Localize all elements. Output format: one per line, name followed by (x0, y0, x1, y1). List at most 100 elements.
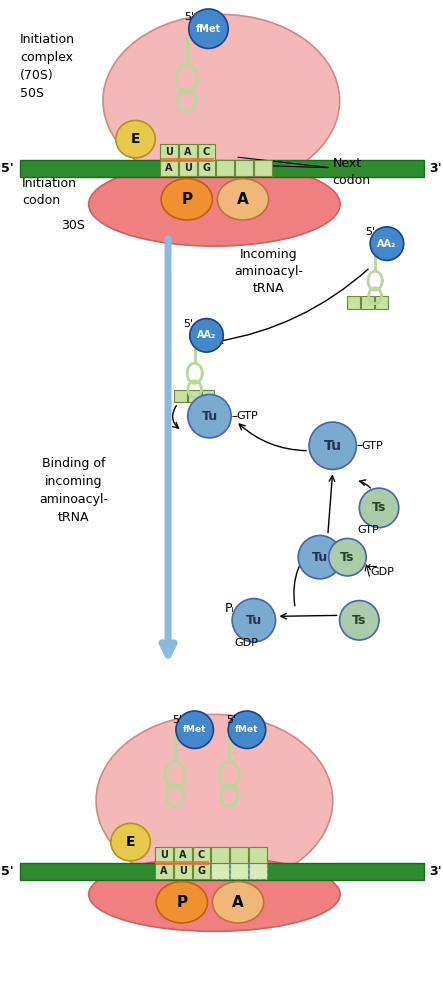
FancyBboxPatch shape (188, 390, 201, 402)
Text: A: A (184, 147, 191, 157)
Circle shape (370, 227, 404, 260)
Text: fMet: fMet (196, 24, 221, 34)
Text: GTP: GTP (361, 441, 383, 451)
FancyBboxPatch shape (249, 847, 267, 863)
FancyBboxPatch shape (254, 160, 272, 176)
FancyBboxPatch shape (20, 863, 424, 880)
FancyBboxPatch shape (179, 144, 197, 160)
FancyBboxPatch shape (249, 863, 267, 879)
Ellipse shape (161, 179, 212, 220)
FancyBboxPatch shape (155, 863, 173, 879)
FancyBboxPatch shape (347, 296, 360, 309)
Text: ←: ← (366, 561, 377, 574)
FancyBboxPatch shape (361, 296, 374, 309)
Text: Ts: Ts (340, 551, 355, 564)
Text: Ts: Ts (352, 614, 366, 627)
Text: fMet: fMet (235, 725, 259, 734)
FancyBboxPatch shape (155, 847, 173, 863)
Text: Initiation
codon: Initiation codon (22, 177, 77, 207)
Text: 5': 5' (365, 227, 375, 237)
Circle shape (228, 711, 266, 748)
Text: Binding of
incoming
aminoacyl-
tRNA: Binding of incoming aminoacyl- tRNA (39, 457, 108, 524)
Circle shape (298, 535, 342, 579)
FancyBboxPatch shape (20, 160, 424, 177)
Text: 3': 3' (429, 162, 442, 175)
Text: GDP: GDP (234, 638, 258, 648)
Text: E: E (131, 132, 140, 146)
FancyBboxPatch shape (179, 160, 197, 176)
Text: Tu: Tu (202, 410, 218, 423)
Circle shape (176, 711, 214, 748)
Text: A: A (179, 850, 187, 860)
Text: AA₂: AA₂ (197, 330, 216, 340)
Text: U: U (165, 147, 173, 157)
FancyBboxPatch shape (174, 847, 192, 863)
Ellipse shape (103, 14, 340, 187)
FancyBboxPatch shape (230, 863, 248, 879)
Text: G: G (202, 163, 210, 173)
Text: GTP: GTP (236, 411, 258, 421)
FancyBboxPatch shape (211, 863, 229, 879)
FancyBboxPatch shape (235, 160, 253, 176)
Text: –: – (356, 439, 363, 452)
FancyBboxPatch shape (160, 160, 178, 176)
Circle shape (232, 599, 276, 642)
FancyBboxPatch shape (216, 160, 234, 176)
Circle shape (359, 488, 399, 528)
FancyBboxPatch shape (375, 296, 388, 309)
Ellipse shape (218, 179, 268, 220)
Ellipse shape (96, 714, 333, 887)
Text: fMet: fMet (183, 725, 206, 734)
Text: 5': 5' (185, 12, 195, 22)
Text: Incoming
aminoacyl-
tRNA: Incoming aminoacyl- tRNA (234, 248, 303, 295)
FancyBboxPatch shape (161, 158, 214, 162)
Circle shape (188, 395, 231, 438)
Text: A: A (165, 163, 173, 173)
Text: 5': 5' (1, 162, 14, 175)
Text: A: A (160, 866, 168, 876)
Text: 3': 3' (429, 865, 442, 878)
Text: Tu: Tu (246, 614, 262, 627)
Text: A: A (232, 895, 244, 910)
Text: U: U (179, 866, 187, 876)
Ellipse shape (89, 162, 340, 246)
Circle shape (309, 422, 356, 469)
Text: A: A (237, 192, 249, 207)
FancyBboxPatch shape (174, 390, 187, 402)
Text: P: P (176, 895, 187, 910)
FancyBboxPatch shape (160, 144, 178, 160)
FancyBboxPatch shape (211, 847, 229, 863)
Text: 5': 5' (1, 865, 14, 878)
Ellipse shape (111, 823, 150, 861)
FancyBboxPatch shape (193, 863, 210, 879)
Text: Next
codon: Next codon (333, 157, 371, 187)
FancyBboxPatch shape (230, 847, 248, 863)
Text: P: P (181, 192, 192, 207)
Text: GDP: GDP (370, 567, 394, 577)
Circle shape (189, 9, 228, 48)
Text: Tu: Tu (312, 551, 328, 564)
Circle shape (190, 319, 223, 352)
FancyBboxPatch shape (174, 863, 192, 879)
Ellipse shape (212, 882, 264, 923)
Text: E: E (126, 835, 135, 849)
FancyBboxPatch shape (198, 144, 215, 160)
Text: Tu: Tu (324, 439, 342, 453)
FancyBboxPatch shape (193, 847, 210, 863)
Text: 5': 5' (172, 715, 182, 725)
Text: GTP: GTP (358, 525, 379, 535)
Text: Initiation
complex
(70S)
50S: Initiation complex (70S) 50S (20, 33, 75, 100)
Ellipse shape (89, 857, 340, 931)
Text: G: G (198, 866, 206, 876)
FancyBboxPatch shape (202, 390, 214, 402)
Text: U: U (160, 850, 168, 860)
Text: –: – (231, 410, 237, 423)
Circle shape (340, 601, 379, 640)
Text: AA₂: AA₂ (377, 239, 396, 249)
FancyBboxPatch shape (198, 160, 215, 176)
Text: U: U (184, 163, 192, 173)
Text: 5': 5' (184, 319, 194, 329)
Text: Pᵢ: Pᵢ (224, 602, 234, 615)
FancyBboxPatch shape (156, 861, 210, 865)
Text: 5': 5' (226, 715, 236, 725)
